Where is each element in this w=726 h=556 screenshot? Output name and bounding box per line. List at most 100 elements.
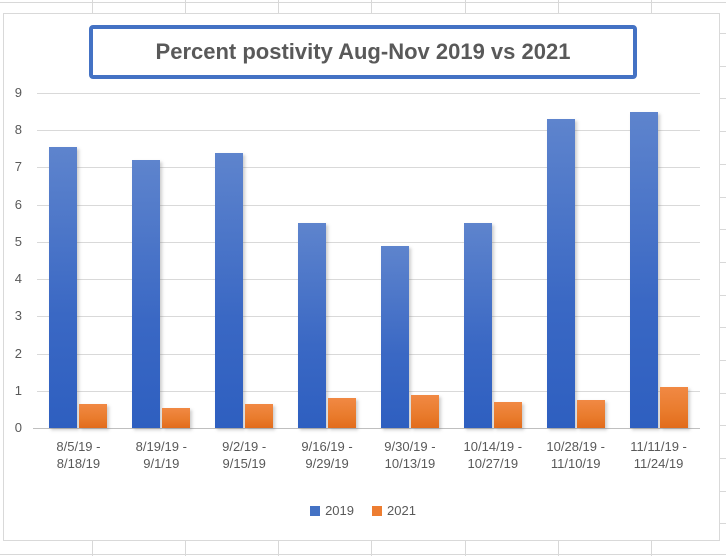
bar-2021-3[interactable] xyxy=(245,403,274,428)
spreadsheet-gridline xyxy=(0,554,726,555)
spreadsheet-gridline xyxy=(720,229,726,230)
spreadsheet-gridline xyxy=(465,0,466,13)
chart-area[interactable] xyxy=(3,13,720,541)
spreadsheet-gridline xyxy=(720,66,726,67)
gridline xyxy=(37,204,700,206)
bar-2021-6[interactable] xyxy=(493,401,522,428)
spreadsheet-gridline xyxy=(720,360,726,361)
spreadsheet-gridline xyxy=(720,33,726,34)
gridline xyxy=(37,279,700,281)
legend-swatch-2021 xyxy=(372,505,382,516)
bar-2021-2[interactable] xyxy=(162,407,191,428)
x-axis-label-line2: 11/10/19 xyxy=(550,456,601,471)
spreadsheet-gridline xyxy=(720,262,726,263)
bar-2019-7[interactable] xyxy=(546,119,575,428)
bar-2021-7[interactable] xyxy=(576,400,605,428)
spreadsheet-gridline xyxy=(720,523,726,524)
spreadsheet-gridline xyxy=(0,2,726,3)
y-axis-tick-label: 3 xyxy=(14,308,22,324)
x-axis-label-line1: 9/30/19 - xyxy=(384,439,436,454)
gridline xyxy=(37,93,700,94)
legend-swatch-2019 xyxy=(310,505,321,516)
x-axis-label-line1: 10/14/19 - xyxy=(463,439,523,454)
spreadsheet-gridline xyxy=(185,0,186,13)
y-axis-tick-label: 7 xyxy=(14,159,22,175)
gridline xyxy=(37,130,700,132)
spreadsheet-gridline xyxy=(720,197,726,198)
spreadsheet-gridline xyxy=(651,0,652,13)
bar-2021-5[interactable] xyxy=(410,394,439,428)
gridline xyxy=(37,316,700,318)
x-axis-label-line1: 9/16/19 - xyxy=(301,439,353,454)
spreadsheet-gridline xyxy=(465,541,466,556)
gridline xyxy=(37,353,700,355)
x-axis-label-line2: 10/13/19 xyxy=(384,456,436,471)
y-axis-tick-label: 9 xyxy=(14,85,22,100)
spreadsheet-gridline xyxy=(720,393,726,394)
bar-2019-1[interactable] xyxy=(49,146,78,428)
x-axis-label-line1: 8/5/19 - xyxy=(56,439,101,454)
x-axis-label-line1: 10/28/19 - xyxy=(546,439,605,454)
spreadsheet-gridline xyxy=(278,541,279,556)
legend-label: 2019 xyxy=(325,503,354,518)
x-axis-category-label: 10/28/19 - 11/10/19 xyxy=(520,438,632,472)
x-axis-label-line2: 10/27/19 xyxy=(467,456,519,471)
x-axis-category-label: 8/5/19 - 8/18/19 xyxy=(22,438,134,472)
x-axis-category-label: 9/2/19 - 9/15/19 xyxy=(188,438,300,472)
x-axis-label-line1: 8/19/19 - xyxy=(135,439,187,454)
spreadsheet-gridline xyxy=(720,491,726,492)
spreadsheet-gridline xyxy=(371,0,372,13)
x-axis-label-line2: 11/24/19 xyxy=(633,456,684,471)
spreadsheet-gridline xyxy=(371,541,372,556)
x-axis-category-label: 8/19/19 - 9/1/19 xyxy=(105,438,217,472)
chart-legend[interactable]: 2019 2021 xyxy=(0,503,726,518)
bar-2019-4[interactable] xyxy=(298,223,327,428)
gridline xyxy=(37,167,700,169)
spreadsheet-gridline xyxy=(558,0,559,13)
legend-label: 2021 xyxy=(387,503,416,518)
spreadsheet-gridline xyxy=(185,541,186,556)
spreadsheet-gridline xyxy=(720,425,726,426)
spreadsheet-gridline xyxy=(651,541,652,556)
bar-2021-1[interactable] xyxy=(79,403,108,428)
y-axis-tick-label: 8 xyxy=(14,122,22,138)
x-axis-label-line2: 9/1/19 xyxy=(143,456,180,471)
y-axis-tick-label: 2 xyxy=(14,345,22,361)
y-axis-tick-label: 6 xyxy=(14,196,22,212)
bar-2019-3[interactable] xyxy=(215,152,244,428)
x-axis-line xyxy=(33,428,700,429)
gridline xyxy=(37,241,700,243)
chart-title-box[interactable]: Percent postivity Aug-Nov 2019 vs 2021 xyxy=(89,25,637,79)
bar-2019-2[interactable] xyxy=(132,160,161,428)
x-axis-label-line1: 11/11/19 - xyxy=(630,439,687,454)
spreadsheet-gridline xyxy=(720,458,726,459)
bar-2021-8[interactable] xyxy=(659,387,688,428)
legend-item-2019[interactable]: 2019 xyxy=(310,503,354,518)
y-axis-tick-label: 5 xyxy=(14,233,22,249)
x-axis-category-label: 10/14/19 - 10/27/19 xyxy=(437,438,549,472)
legend-item-2021[interactable]: 2021 xyxy=(372,503,416,518)
bar-2021-4[interactable] xyxy=(328,398,357,428)
spreadsheet-gridline xyxy=(720,164,726,165)
x-axis-label-line1: 9/2/19 - xyxy=(222,439,267,454)
spreadsheet-gridline xyxy=(720,327,726,328)
bar-2019-6[interactable] xyxy=(463,223,492,428)
bar-2019-8[interactable] xyxy=(629,111,658,428)
y-axis-tick-label: 1 xyxy=(14,382,22,398)
bar-2019-5[interactable] xyxy=(380,245,409,428)
gridline xyxy=(37,390,700,392)
spreadsheet-gridline xyxy=(720,295,726,296)
spreadsheet-gridline xyxy=(278,0,279,13)
spreadsheet-gridline xyxy=(92,0,93,13)
spreadsheet-gridline xyxy=(720,98,726,99)
spreadsheet-gridline xyxy=(92,541,93,556)
y-axis-tick-label: 0 xyxy=(14,420,22,435)
chart-title: Percent postivity Aug-Nov 2019 vs 2021 xyxy=(155,39,571,64)
spreadsheet-gridline xyxy=(720,131,726,132)
x-axis-label-line2: 8/18/19 xyxy=(56,456,101,471)
spreadsheet-gridline xyxy=(558,541,559,556)
x-axis-category-label: 9/30/19 - 10/13/19 xyxy=(354,438,466,472)
x-axis-category-label: 11/11/19 - 11/24/19 xyxy=(603,438,715,472)
y-axis-tick-label: 4 xyxy=(14,271,22,287)
